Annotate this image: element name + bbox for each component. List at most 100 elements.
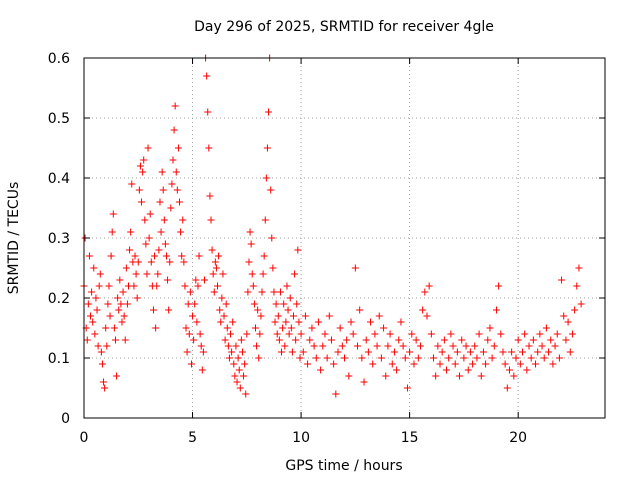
data-point xyxy=(183,348,191,356)
data-point xyxy=(568,330,576,338)
data-point xyxy=(425,282,433,290)
data-point xyxy=(135,186,143,194)
data-point xyxy=(170,126,178,134)
data-point xyxy=(505,366,513,374)
data-point xyxy=(122,264,130,272)
data-point xyxy=(172,168,180,176)
data-point xyxy=(443,366,451,374)
data-point xyxy=(343,336,351,344)
data-point xyxy=(186,288,194,296)
data-point xyxy=(232,342,240,350)
data-point xyxy=(304,360,312,368)
data-point xyxy=(133,294,141,302)
data-point xyxy=(408,330,416,338)
data-point xyxy=(297,330,305,338)
data-point xyxy=(236,384,244,392)
y-tick-label: 0.3 xyxy=(48,231,70,247)
data-point xyxy=(276,288,284,296)
data-point xyxy=(199,348,207,356)
data-point xyxy=(189,312,197,320)
data-point xyxy=(258,288,266,296)
data-point xyxy=(229,318,237,326)
data-point xyxy=(128,180,136,188)
data-point xyxy=(181,282,189,290)
data-point xyxy=(177,228,185,236)
data-point xyxy=(94,342,102,350)
data-point xyxy=(134,258,142,266)
data-point xyxy=(116,276,124,284)
data-point xyxy=(118,318,126,326)
data-point xyxy=(92,294,100,302)
data-point xyxy=(501,360,509,368)
data-point xyxy=(173,186,181,194)
x-tick-label: 15 xyxy=(401,430,419,446)
data-point xyxy=(158,168,166,176)
data-point xyxy=(486,324,494,332)
data-point xyxy=(200,276,208,284)
data-point xyxy=(114,294,122,302)
data-point xyxy=(430,354,438,362)
y-tick-label: 0.6 xyxy=(48,51,70,67)
data-point xyxy=(141,216,149,224)
data-point xyxy=(220,312,228,320)
data-point xyxy=(310,342,318,350)
data-point xyxy=(477,372,485,380)
x-tick-label: 0 xyxy=(80,430,89,446)
data-point xyxy=(282,318,290,326)
gridlines xyxy=(84,58,605,418)
data-point xyxy=(233,378,241,386)
data-point xyxy=(144,144,152,152)
data-point xyxy=(317,366,325,374)
data-point xyxy=(351,264,359,272)
data-point xyxy=(469,360,477,368)
data-point xyxy=(296,354,304,362)
data-point xyxy=(136,162,144,170)
data-point xyxy=(109,210,117,218)
data-point xyxy=(182,324,190,332)
data-point xyxy=(198,366,206,374)
data-point xyxy=(575,264,583,272)
data-point xyxy=(553,330,561,338)
data-point xyxy=(230,360,238,368)
data-point xyxy=(184,300,192,308)
data-point xyxy=(209,270,217,278)
data-point xyxy=(93,306,101,314)
data-point xyxy=(288,348,296,356)
data-point xyxy=(194,282,202,290)
data-point xyxy=(564,318,572,326)
data-point xyxy=(560,312,568,320)
data-point xyxy=(519,348,527,356)
data-point xyxy=(503,384,511,392)
data-point xyxy=(462,342,470,350)
data-point xyxy=(549,360,557,368)
data-point xyxy=(270,288,278,296)
data-point xyxy=(347,318,355,326)
data-point xyxy=(256,330,264,338)
data-point xyxy=(261,216,269,224)
data-point xyxy=(432,372,440,380)
data-point xyxy=(204,108,212,116)
data-point xyxy=(185,330,193,338)
data-point xyxy=(214,282,222,290)
data-point xyxy=(299,348,307,356)
data-point xyxy=(403,384,411,392)
x-tick-label: 5 xyxy=(188,430,197,446)
data-point xyxy=(215,252,223,260)
data-point xyxy=(221,336,229,344)
data-point xyxy=(536,330,544,338)
data-point xyxy=(227,330,235,338)
data-point xyxy=(160,216,168,224)
x-tick-label: 20 xyxy=(509,430,527,446)
data-point xyxy=(275,336,283,344)
y-tick-label: 0.1 xyxy=(48,351,70,367)
data-point xyxy=(542,324,550,332)
data-point xyxy=(110,324,118,332)
data-point xyxy=(423,312,431,320)
data-point xyxy=(241,360,249,368)
data-point xyxy=(286,294,294,302)
data-point xyxy=(460,354,468,362)
data-point xyxy=(101,384,109,392)
data-point xyxy=(151,252,159,260)
data-point xyxy=(245,258,253,266)
data-point xyxy=(208,246,216,254)
